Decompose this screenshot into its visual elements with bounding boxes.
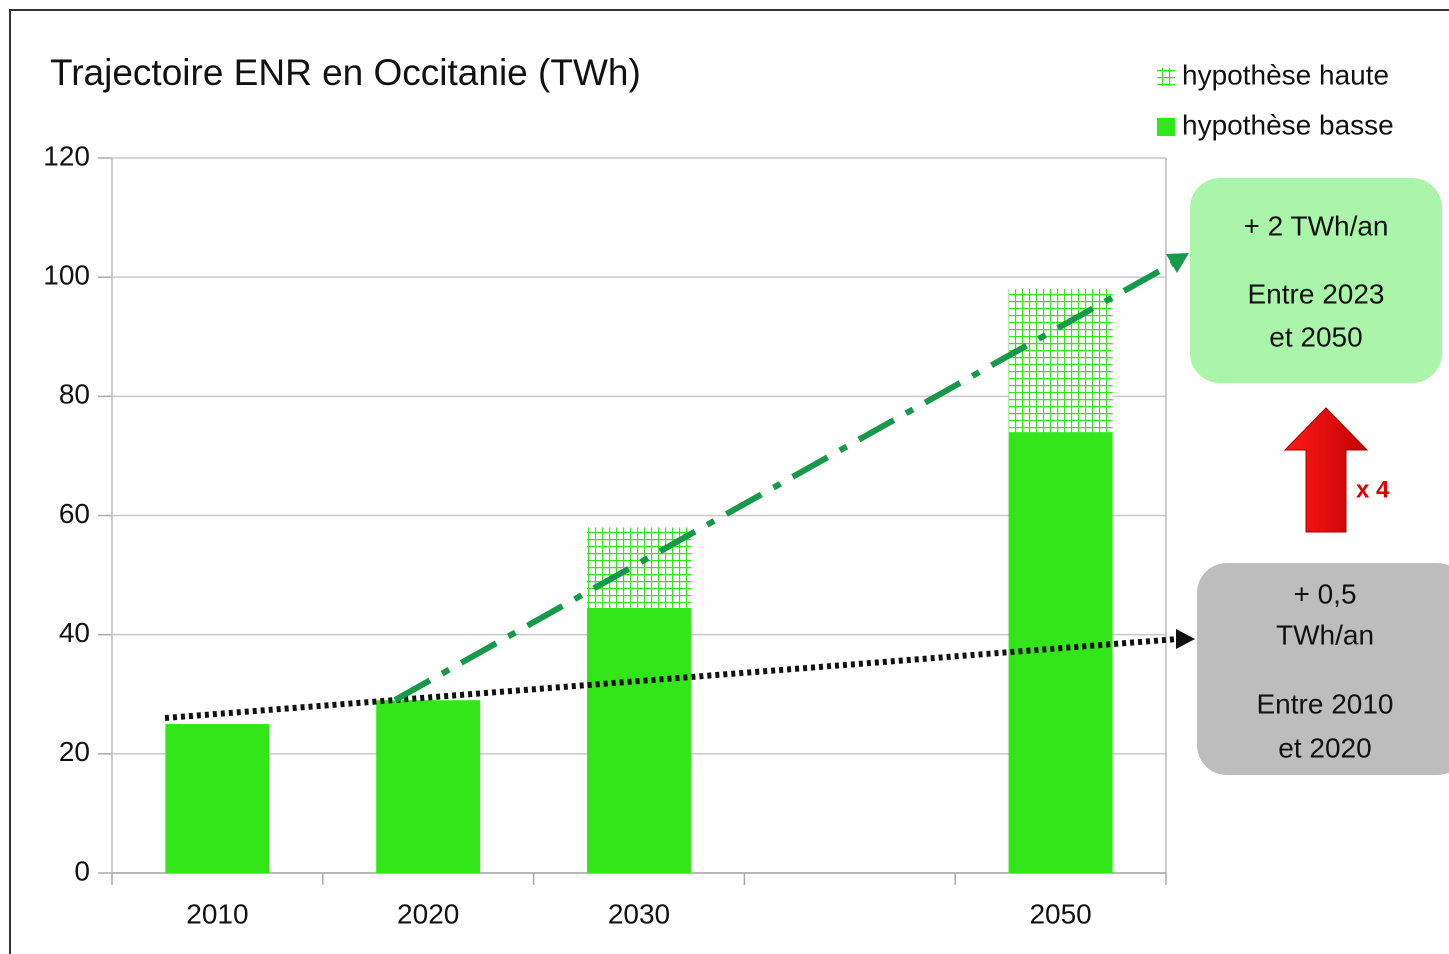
x-tick-label: 2050	[1029, 898, 1091, 929]
factor-label: x 4	[1356, 476, 1390, 503]
high-rate-box	[1190, 178, 1442, 383]
bar-segment	[165, 724, 270, 873]
y-tick-label: 0	[74, 855, 90, 886]
bar-segment	[1008, 432, 1113, 873]
high-trend-line	[393, 261, 1174, 703]
y-tick-label: 60	[59, 498, 90, 529]
y-tick-label: 40	[59, 617, 90, 648]
legend-swatch	[1157, 118, 1175, 136]
y-tick-label: 80	[59, 379, 90, 410]
y-tick-label: 100	[43, 260, 90, 291]
legend-label: hypothèse basse	[1182, 109, 1394, 140]
chart-title: Trajectoire ENR en Occitanie (TWh)	[50, 52, 641, 93]
bar-segment	[587, 607, 691, 873]
legend-label: hypothèse haute	[1182, 59, 1389, 90]
bar-segment	[1008, 289, 1113, 433]
y-tick-label: 20	[59, 736, 90, 767]
annotation: et 2050	[1269, 321, 1362, 352]
bar-segment	[376, 700, 481, 873]
plot-area: 0 20 40 60 80 100 120 2010 2020 2030 2050	[43, 140, 1167, 929]
annotation: TWh/an	[1276, 619, 1374, 650]
high-trend-arrow	[1166, 253, 1189, 273]
legend-swatch	[1157, 68, 1175, 86]
low-rate-box	[1197, 563, 1449, 775]
annotation: + 0,5	[1293, 578, 1356, 609]
x-tick-label: 2020	[397, 898, 459, 929]
low-trend-arrow	[1176, 629, 1195, 649]
low-trend-line	[164, 636, 1179, 721]
factor-arrow	[1283, 407, 1369, 533]
x-tick-label: 2010	[186, 898, 248, 929]
annotation: Entre 2023	[1248, 278, 1385, 309]
annotation: et 2020	[1278, 732, 1371, 763]
x-tick-label: 2030	[608, 898, 670, 929]
annotation: + 2 TWh/an	[1243, 210, 1388, 241]
y-tick-label: 120	[43, 140, 90, 171]
annotation: Entre 2010	[1257, 688, 1394, 719]
frame	[9, 9, 1449, 954]
